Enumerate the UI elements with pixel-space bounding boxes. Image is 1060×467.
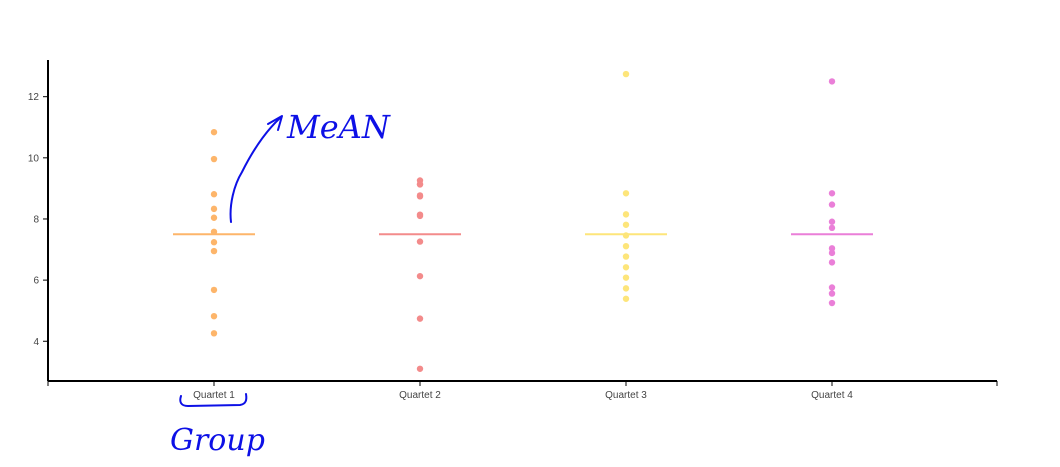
y-tick-label: 12	[28, 92, 40, 103]
data-point	[622, 242, 630, 250]
group-bracket	[179, 393, 248, 407]
annotations: MeAN Group	[170, 108, 391, 458]
x-tick-label: Quartet 1	[193, 390, 235, 401]
data-point	[622, 274, 630, 281]
group-annotation-label: Group	[170, 423, 265, 458]
mean-arrowhead	[267, 115, 283, 131]
mean-annotation-label: MeAN	[286, 108, 391, 146]
data-point	[622, 264, 630, 271]
y-tick-label: 10	[28, 153, 40, 164]
x-tick-label: Quartet 3	[605, 390, 647, 401]
data-point	[828, 224, 836, 232]
y-tick-label: 4	[33, 337, 39, 348]
x-tick-label: Quartet 2	[399, 390, 441, 401]
data-point	[210, 312, 218, 320]
data-point	[210, 330, 218, 337]
data-point	[622, 232, 630, 239]
y-tick-label: 6	[33, 276, 39, 287]
data-point	[828, 245, 836, 252]
data-point	[622, 211, 630, 218]
data-point	[622, 221, 630, 228]
data-point	[828, 201, 836, 208]
data-point	[622, 285, 630, 292]
data-point	[828, 78, 836, 85]
data-point	[416, 238, 424, 245]
data-point	[828, 259, 836, 266]
data-point	[210, 214, 218, 221]
data-point	[210, 128, 218, 136]
mean-arrow	[229, 117, 281, 223]
data-point	[416, 272, 424, 280]
y-tick-label: 8	[33, 214, 39, 225]
data-point	[828, 284, 836, 291]
data-point	[210, 247, 218, 255]
data-point	[828, 290, 836, 297]
data-point	[828, 218, 836, 225]
data-point	[416, 193, 424, 200]
data-point	[416, 212, 424, 220]
data-point	[416, 181, 424, 188]
x-tick-label: Quartet 4	[811, 390, 853, 401]
data-point	[622, 295, 630, 302]
data-point	[416, 365, 424, 372]
data-point	[210, 205, 218, 213]
plot-area: 4 6 8 10 12 Quartet 1 Quartet 2 Quartet 3 Quarte…	[28, 60, 998, 401]
data-point	[622, 70, 630, 78]
data-point	[210, 155, 218, 163]
data-point	[210, 286, 218, 294]
data-point	[210, 191, 218, 198]
data-point	[210, 239, 218, 246]
data-point	[210, 228, 218, 236]
data-point	[828, 249, 836, 257]
data-point	[416, 315, 424, 322]
data-point	[622, 253, 630, 260]
data-point	[828, 190, 836, 197]
data-point	[622, 190, 630, 197]
data-point	[828, 299, 836, 307]
